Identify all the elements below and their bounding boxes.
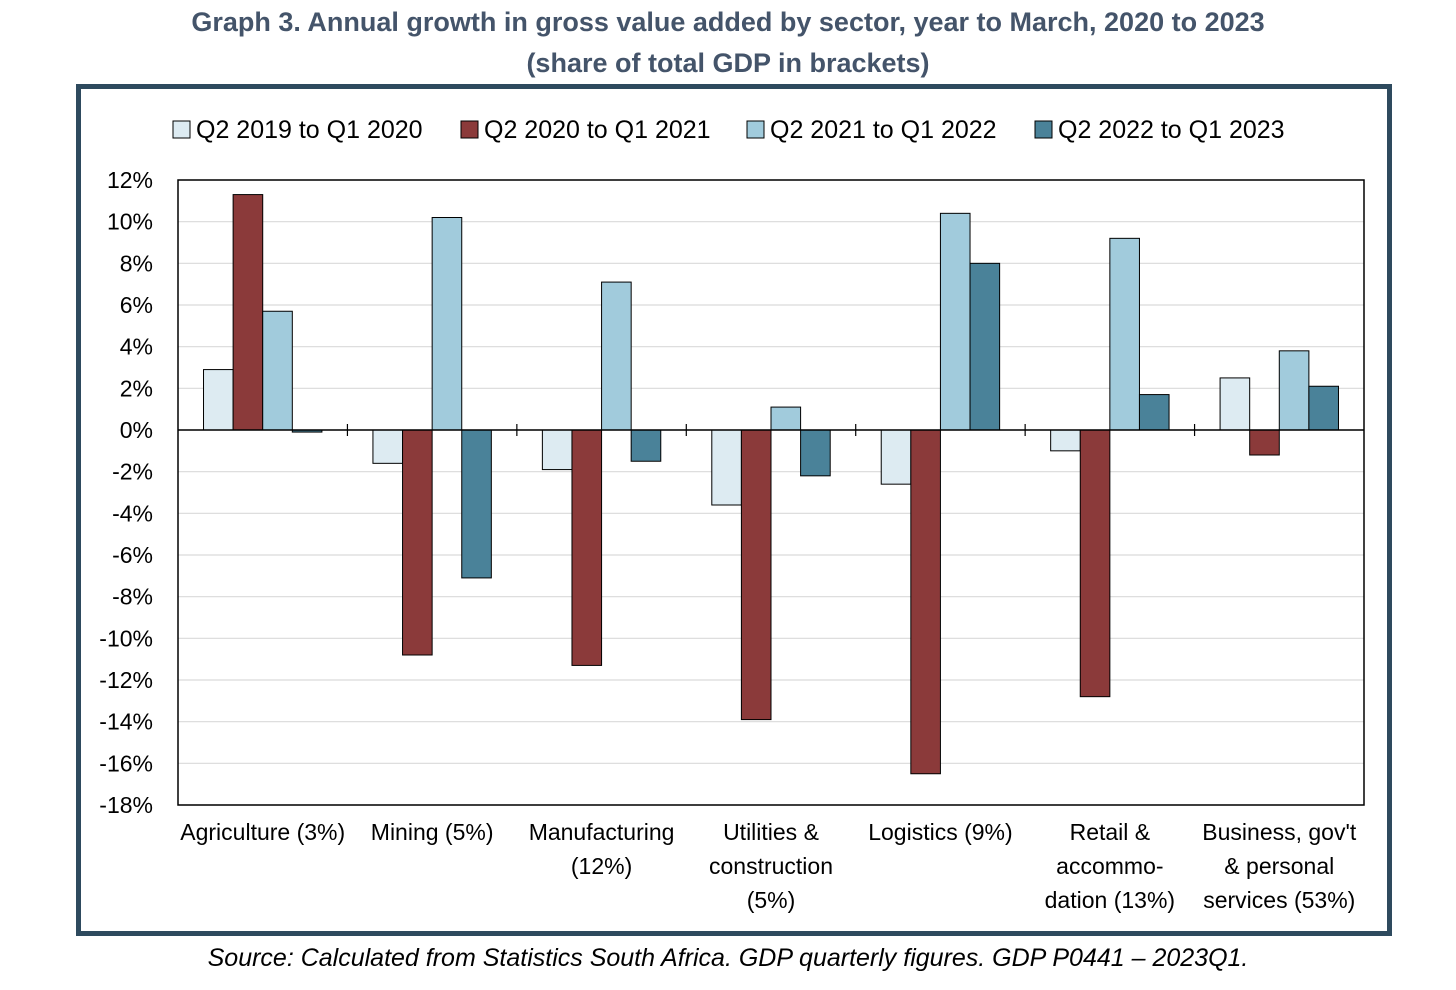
bar — [1050, 429, 1081, 452]
y-tick-label: 12% — [107, 167, 153, 193]
chart-title-line1: Graph 3. Annual growth in gross value ad… — [191, 7, 1265, 37]
legend-label: Q2 2021 to Q1 2022 — [770, 116, 997, 144]
bar — [711, 429, 742, 506]
bar — [800, 429, 831, 477]
y-tick-label: -6% — [112, 542, 153, 568]
y-tick-label: -12% — [99, 667, 153, 693]
bar — [431, 217, 463, 431]
y-tick-label: -10% — [99, 625, 153, 651]
chart-title-line2: (share of total GDP in brackets) — [526, 48, 930, 78]
category-label: accommo- — [1056, 853, 1163, 879]
y-tick-label: 2% — [120, 375, 153, 401]
bar — [1138, 394, 1170, 431]
bar — [203, 369, 234, 431]
legend-swatch — [172, 120, 191, 139]
bar — [232, 194, 264, 431]
legend-label: Q2 2022 to Q1 2023 — [1058, 116, 1285, 144]
chart-title: Graph 3. Annual growth in gross value ad… — [0, 2, 1456, 84]
category-label: & personal — [1224, 853, 1334, 879]
legend-label: Q2 2019 to Q1 2020 — [196, 116, 423, 144]
bar — [461, 429, 492, 579]
category-label: (12%) — [571, 853, 632, 879]
y-tick-label: -16% — [99, 750, 153, 776]
y-tick-label: 10% — [107, 209, 153, 235]
bar — [1278, 350, 1310, 431]
bar — [969, 262, 1001, 431]
bar — [571, 429, 603, 666]
bar-chart: 12% 10% 8% 6% 4% 2% 0% -2% -4% -6% -8% -10% -12% -14%… — [99, 116, 1365, 913]
category-label: (5%) — [747, 887, 796, 913]
bar — [910, 429, 941, 775]
category-label: Agriculture (3%) — [180, 819, 345, 845]
y-tick-label: -14% — [99, 709, 153, 735]
y-tick-label: 4% — [120, 334, 153, 360]
bar — [1308, 385, 1339, 431]
bar — [880, 429, 912, 485]
bar — [1079, 429, 1111, 698]
bar — [1249, 429, 1280, 456]
category-label: Manufacturing — [529, 819, 675, 845]
y-tick-label: -18% — [99, 792, 153, 818]
bar — [1219, 377, 1251, 431]
bar — [601, 281, 632, 431]
y-tick-label: -4% — [112, 500, 153, 526]
category-label: services (53%) — [1203, 887, 1355, 913]
category-label: Logistics (9%) — [868, 819, 1012, 845]
legend-label: Q2 2020 to Q1 2021 — [484, 116, 711, 144]
bar — [630, 429, 662, 462]
bar — [740, 429, 772, 721]
bar — [541, 429, 573, 471]
source-note: Source: Calculated from Statistics South… — [207, 944, 1249, 972]
category-label: Mining (5%) — [371, 819, 494, 845]
y-tick-label: -2% — [112, 459, 153, 485]
bar — [939, 212, 971, 431]
y-tick-label: -8% — [112, 584, 153, 610]
y-tick-label: 0% — [120, 417, 153, 443]
bar — [372, 429, 404, 464]
bar — [770, 406, 802, 431]
category-label: Retail & — [1070, 819, 1151, 845]
y-tick-label: 6% — [120, 292, 153, 318]
category-label: Business, gov't — [1202, 819, 1357, 845]
chart-frame: 12% 10% 8% 6% 4% 2% 0% -2% -4% -6% -8% -10% -12% -14%… — [76, 84, 1392, 936]
legend-swatch — [746, 120, 765, 139]
category-label: construction — [709, 853, 833, 879]
legend-swatch — [1034, 120, 1053, 139]
y-tick-label: 8% — [120, 250, 153, 276]
category-label: dation (13%) — [1045, 887, 1175, 913]
bar — [262, 310, 293, 431]
bar — [1109, 237, 1140, 431]
category-label: Utilities & — [723, 819, 819, 845]
plot-border — [177, 179, 1365, 806]
bar — [402, 429, 433, 656]
legend-swatch — [460, 120, 479, 139]
